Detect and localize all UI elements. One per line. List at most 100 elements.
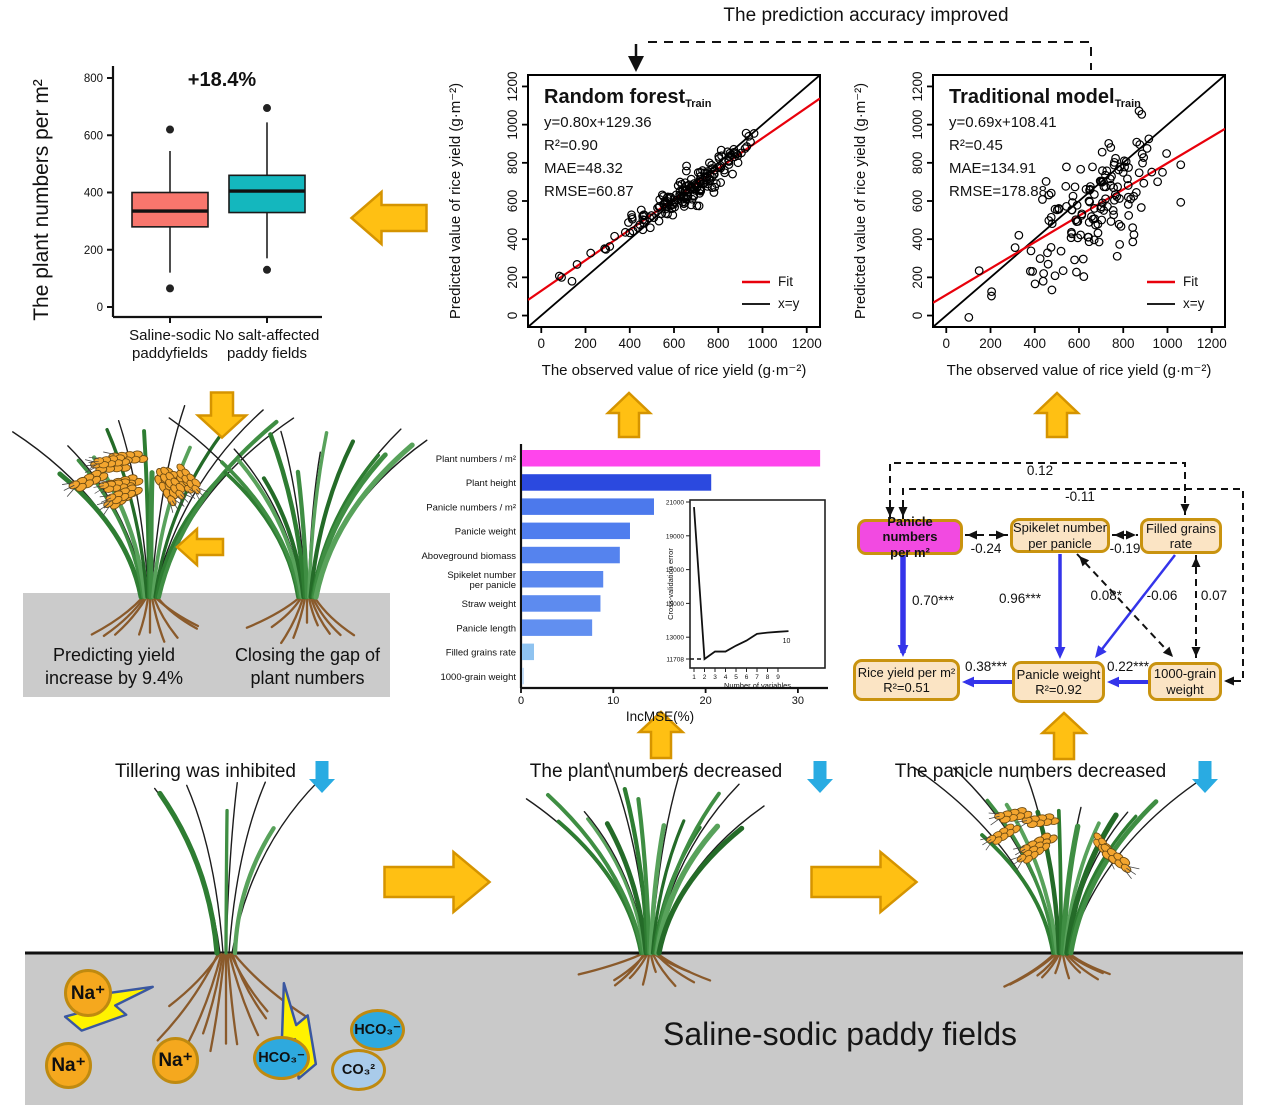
grain-panicle [1016, 813, 1060, 829]
svg-text:800: 800 [84, 73, 103, 85]
svg-text:0: 0 [943, 336, 951, 351]
svg-text:200: 200 [505, 266, 520, 289]
predict-yield-line1: Predicting yield [52, 645, 176, 665]
predict-yield-caption: Predicting yield increase by 9.4% [30, 644, 198, 689]
svg-text:200: 200 [574, 336, 597, 351]
svg-text:11708: 11708 [666, 657, 684, 664]
decrease-arrow-icon [807, 761, 833, 793]
svg-text:400: 400 [910, 228, 925, 251]
svg-text:600: 600 [1068, 336, 1091, 351]
svg-text:21000: 21000 [666, 500, 684, 507]
svg-text:-0.11: -0.11 [1065, 489, 1095, 504]
svg-text:Predicted value of rice yield: Predicted value of rice yield (g·m⁻²) [852, 83, 869, 319]
svg-text:400: 400 [84, 188, 103, 200]
svg-text:Saline-sodic: Saline-sodic [129, 327, 211, 344]
svg-text:6: 6 [745, 674, 749, 681]
svg-text:R²=0.45: R²=0.45 [949, 137, 1003, 154]
svg-text:5: 5 [734, 674, 738, 681]
svg-text:400: 400 [618, 336, 641, 351]
sem-node-pn: Panicle numbers per m² [857, 514, 963, 560]
rice-plant-cluster-bottom-mid [525, 762, 765, 988]
grain-panicle [93, 478, 136, 494]
flow-arrow-up-to-importance [636, 710, 686, 760]
random-forest-scatter: 0 0 200 200 400 400 600 600 800 800 1000 1000 1200 12… [447, 71, 822, 379]
svg-text:3: 3 [713, 674, 717, 681]
closing-gap-line1: Closing the gap of [234, 645, 381, 665]
svg-text:paddyfields: paddyfields [132, 345, 208, 362]
svg-text:600: 600 [910, 190, 925, 213]
tillering-caption: Tillering was inhibited [115, 761, 296, 782]
svg-text:x=y: x=y [1183, 296, 1205, 311]
svg-text:1: 1 [692, 674, 696, 681]
svg-text:2: 2 [703, 674, 707, 681]
sem-node-tg: 1000-grain weight [1148, 662, 1222, 701]
panicle-numbers-decreased-caption: The panicle numbers decreased [894, 761, 1167, 782]
svg-text:Fit: Fit [1183, 274, 1198, 289]
grain-panicle [1010, 841, 1051, 870]
svg-text:600: 600 [663, 336, 686, 351]
svg-text:+18.4%: +18.4% [188, 69, 257, 91]
svg-text:No salt-affected: No salt-affected [215, 327, 320, 344]
flow-arrow-up-to-traditional [1032, 391, 1082, 439]
svg-text:Plant height: Plant height [466, 478, 517, 489]
svg-text:Filled grains rate: Filled grains rate [446, 648, 516, 659]
svg-text:The observed value of rice yie: The observed value of rice yield (g·m⁻²) [542, 362, 807, 379]
ion-na-3: Na⁺ [152, 1037, 199, 1084]
svg-text:0.12: 0.12 [1027, 463, 1053, 478]
svg-text:-0.06: -0.06 [1147, 588, 1178, 603]
svg-text:1200: 1200 [505, 71, 520, 101]
flow-arrow-up-to-sem [1039, 711, 1089, 761]
rice-plant-single-bottom [153, 780, 319, 1053]
svg-text:1200: 1200 [910, 71, 925, 101]
ion-hco3-1: HCO₃⁻ [253, 1036, 310, 1080]
plant-numbers-decreased-caption: The plant numbers decreased [529, 761, 783, 782]
ion-na-1: Na⁺ [64, 969, 112, 1017]
ion-na-2: Na⁺ [45, 1042, 92, 1089]
saline-sodic-title: Saline-sodic paddy fields [663, 1016, 1017, 1052]
svg-text:4: 4 [724, 674, 728, 681]
svg-text:The observed value of rice yie: The observed value of rice yield (g·m⁻²) [947, 362, 1212, 379]
svg-text:0: 0 [538, 336, 546, 351]
accuracy-improved-arrowhead-icon [628, 56, 644, 72]
svg-text:Predicted value of rice yield: Predicted value of rice yield (g·m⁻²) [447, 83, 464, 319]
grain-panicle [160, 466, 193, 506]
svg-text:1200: 1200 [792, 336, 822, 351]
svg-text:RMSE=60.87: RMSE=60.87 [544, 183, 634, 200]
svg-text:Panicle numbers / m²: Panicle numbers / m² [426, 502, 516, 513]
ion-hco3-2: HCO₃⁻ [350, 1009, 405, 1051]
svg-text:The plant numbers per m²: The plant numbers per m² [30, 79, 53, 321]
sem-edge-fg-pw [1098, 554, 1176, 654]
svg-text:800: 800 [505, 152, 520, 175]
svg-text:1200: 1200 [1197, 336, 1227, 351]
svg-text:20: 20 [699, 695, 711, 707]
svg-text:800: 800 [910, 152, 925, 175]
svg-text:800: 800 [707, 336, 730, 351]
bottom-soil-band [25, 953, 1243, 1105]
sem-path-diagram: 0.12 -0.11 -0.24 -0.19 0.70*** 0.96*** 0.08* -0… [845, 445, 1269, 745]
closing-gap-line2: plant numbers [250, 667, 365, 688]
svg-text:Traditional modelTrain: Traditional modelTrain [949, 86, 1141, 110]
svg-text:30: 30 [792, 695, 804, 707]
svg-text:400: 400 [505, 228, 520, 251]
svg-text:-0.24: -0.24 [971, 541, 1002, 556]
grain-panicle [980, 823, 1021, 851]
flow-arrow-up-to-random-forest [604, 391, 654, 439]
svg-text:19000: 19000 [666, 533, 684, 540]
svg-text:Fit: Fit [778, 274, 793, 289]
svg-text:8: 8 [766, 674, 770, 681]
svg-text:0.38***: 0.38*** [965, 659, 1008, 674]
sem-node-sn: Spikelet number per panicle [1010, 518, 1110, 553]
sem-arrows: 0.12 -0.11 -0.24 -0.19 0.70*** 0.96*** 0.08* -0… [885, 462, 1244, 688]
flow-arrow-left-between-clusters [175, 526, 225, 568]
ion-co3: CO₃² [331, 1049, 386, 1091]
svg-text:0: 0 [910, 312, 925, 320]
svg-text:1000: 1000 [505, 110, 520, 140]
closing-gap-caption: Closing the gap of plant numbers [220, 644, 395, 689]
svg-text:Spikelet number: Spikelet number [447, 570, 516, 581]
svg-text:Cross-validation error: Cross-validation error [666, 548, 675, 620]
lightning-bolt-icon [63, 985, 154, 1032]
svg-text:1000: 1000 [1152, 336, 1182, 351]
